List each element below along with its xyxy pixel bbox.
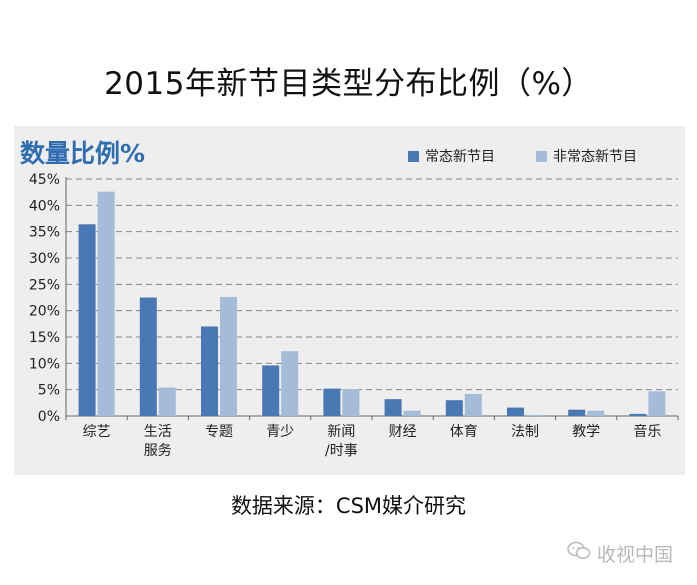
bar-series-1 — [507, 407, 524, 416]
bar-series-2 — [281, 351, 299, 416]
y-tick-label: 30% — [29, 251, 60, 267]
legend-item-series-1: 常态新节目 — [408, 146, 495, 166]
x-tick-label: 服务 — [144, 443, 172, 459]
bar-series-2 — [648, 391, 666, 416]
x-tick-label: 音乐 — [633, 423, 661, 440]
y-tick-label: 40% — [29, 198, 60, 214]
x-tick-label: 财经 — [389, 424, 417, 440]
watermark: 收视中国 — [567, 540, 673, 567]
bar-series-1 — [384, 399, 402, 416]
watermark-text: 收视中国 — [596, 544, 673, 566]
x-tick-label: 教学 — [572, 424, 600, 440]
bar-series-2 — [403, 410, 421, 416]
bar-series-2 — [526, 414, 543, 416]
x-tick-label: 生活 — [144, 424, 172, 440]
bar-series-1 — [139, 297, 157, 416]
bar-series-1 — [323, 388, 341, 416]
bar-series-2 — [587, 410, 605, 416]
x-tick-label: 体育 — [450, 424, 478, 440]
bar-series-2 — [220, 296, 237, 416]
source-note: 数据来源：CSM媒介研究 — [230, 494, 467, 518]
x-tick-label: /时事 — [325, 443, 358, 459]
bar-series-1 — [201, 326, 218, 416]
y-tick-label: 35% — [29, 225, 60, 241]
legend-label-series-1: 常态新节目 — [425, 149, 495, 165]
y-tick-label: 25% — [29, 277, 60, 293]
y-tick-label: 45% — [29, 172, 60, 188]
bar-series-2 — [342, 389, 360, 416]
page-title: 2015年新节目类型分布比例（%） — [104, 66, 593, 102]
bar-series-2 — [158, 387, 176, 416]
chart-heading: 数量比例% — [20, 139, 146, 168]
y-tick-label: 20% — [29, 304, 60, 320]
chart-panel: 数量比例% 常态新节目 非常态新节目 0% 5% 10% 15% 20% 25% 30% 35… — [14, 126, 685, 475]
x-tick-label: 新闻 — [327, 424, 355, 440]
y-tick-label: 15% — [29, 330, 60, 346]
x-tick-label: 法制 — [511, 424, 539, 440]
bar-series-1 — [78, 224, 96, 416]
bar-series-1 — [568, 409, 586, 416]
x-tick-label: 专题 — [205, 424, 233, 440]
legend-swatch-series-1 — [408, 151, 419, 162]
x-tick-label: 青少 — [266, 424, 294, 440]
bar-series-2 — [97, 191, 115, 416]
bar-series-1 — [262, 365, 280, 416]
legend-label-series-2: 非常态新节目 — [553, 149, 637, 165]
legend-swatch-series-2 — [536, 151, 547, 162]
y-tick-label: 10% — [29, 356, 60, 372]
x-tick-label: 综艺 — [83, 424, 111, 440]
y-tick-label: 0% — [38, 409, 60, 425]
y-tick-label: 5% — [38, 383, 60, 399]
wechat-icon — [567, 541, 591, 566]
bar-series-2 — [464, 393, 482, 416]
bar-series-1 — [445, 400, 463, 416]
bar-series-1 — [629, 413, 647, 416]
legend-item-series-2: 非常态新节目 — [536, 146, 637, 166]
